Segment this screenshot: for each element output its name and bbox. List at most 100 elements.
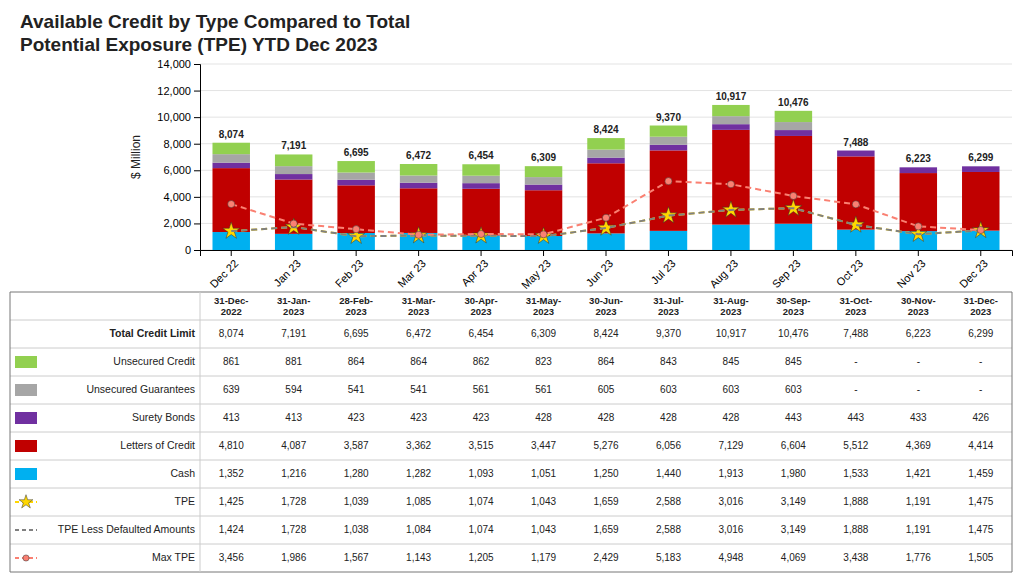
- data-label: 8,424: [593, 124, 618, 135]
- table-row-label: Letters of Credit: [120, 439, 195, 451]
- line-series: [231, 208, 981, 236]
- y-tick: 4,000: [163, 191, 200, 203]
- table-cell: 3,515: [469, 440, 494, 451]
- x-tick-mark: [543, 250, 544, 256]
- table-row-label: Unsecured Credit: [113, 355, 195, 367]
- bar-segment: [775, 136, 812, 224]
- x-tick-mark: [606, 250, 607, 256]
- table-cell: 1,043: [531, 524, 556, 535]
- bar-segment: [400, 183, 437, 189]
- table-cell: 1,143: [406, 552, 431, 563]
- table-rule: [10, 404, 1012, 405]
- y-tick-mark: [194, 144, 200, 145]
- x-tick-mark: [668, 250, 669, 256]
- bar-segment: [337, 185, 374, 233]
- bar-segment: [775, 122, 812, 130]
- line-marker: [290, 220, 297, 227]
- table-cell: 10,917: [716, 328, 747, 339]
- bar-segment: [212, 163, 249, 168]
- table-header: 31-Mar-2023: [402, 294, 436, 316]
- table-cell: 1,440: [656, 468, 681, 479]
- bar-segment: [275, 154, 312, 166]
- table-cell: 6,056: [656, 440, 681, 451]
- x-tick-label: Jan 23: [271, 257, 303, 289]
- table-header: 31-Dec-2022: [214, 294, 248, 316]
- data-label: 6,695: [344, 147, 369, 158]
- table-cell: 6,604: [781, 440, 806, 451]
- x-tick-label: Jul 23: [649, 257, 678, 286]
- y-tick-mark: [194, 64, 200, 65]
- x-tick-mark: [418, 250, 419, 256]
- y-tick-mark: [194, 117, 200, 118]
- table-cell: 1,085: [406, 496, 431, 507]
- x-axis: Dec 22Jan 23Feb 23Mar 23Apr 23May 23Jun …: [201, 250, 1013, 291]
- chart-root: Available Credit by Type Compared to Tot…: [0, 0, 1024, 576]
- line-series: [231, 208, 981, 236]
- table-cell: 561: [535, 384, 552, 395]
- y-axis-title: $ Million: [129, 135, 143, 179]
- bar-segment: [587, 233, 624, 250]
- data-label: 6,223: [906, 153, 931, 164]
- table-cell: 605: [598, 384, 615, 395]
- line-marker: [727, 181, 734, 188]
- table-cell: 861: [223, 356, 240, 367]
- x-tick-label: Sep 23: [770, 257, 803, 290]
- x-tick-label: Dec 23: [957, 257, 990, 290]
- table-row-label: Cash: [170, 467, 195, 479]
- y-tick: 6,000: [163, 164, 200, 176]
- line-marker: [915, 223, 922, 230]
- line-marker: [415, 231, 422, 238]
- x-tick-label: Jun 23: [583, 257, 615, 289]
- x-axis-line: [201, 251, 1013, 257]
- table-cell: 6,472: [406, 328, 431, 339]
- table-cell: 1,352: [219, 468, 244, 479]
- table-cell: 881: [285, 356, 302, 367]
- table-cell: 1,084: [406, 524, 431, 535]
- x-tick-label: Oct 23: [834, 257, 865, 288]
- table-cell: 1,475: [968, 496, 993, 507]
- table-cell: 1,659: [593, 524, 618, 535]
- line-marker: [602, 214, 609, 221]
- table-cell: 443: [785, 412, 802, 423]
- data-label: 6,299: [968, 152, 993, 163]
- title: Available Credit by Type Compared to Tot…: [20, 11, 410, 55]
- x-tick: Aug 23: [707, 250, 740, 290]
- bar-segment: [775, 224, 812, 250]
- table-cell: 413: [223, 412, 240, 423]
- table-cell: -: [917, 384, 920, 395]
- table-cell: 426: [972, 412, 989, 423]
- x-tick-mark: [918, 250, 919, 256]
- table-cell: 603: [660, 384, 677, 395]
- table-rule: [10, 432, 1012, 433]
- table-cell: 8,074: [219, 328, 244, 339]
- table-cell: 603: [723, 384, 740, 395]
- table-cell: 1,205: [469, 552, 494, 563]
- bar-segment: [337, 173, 374, 180]
- table-cell: 3,456: [219, 552, 244, 563]
- table-cell: 6,454: [469, 328, 494, 339]
- legend-swatch: [15, 468, 37, 480]
- bar-segment: [712, 105, 749, 116]
- table-cell: -: [854, 356, 857, 367]
- legend-swatch: [15, 412, 37, 424]
- bar-segment: [900, 167, 937, 173]
- grid: [200, 64, 1012, 250]
- table-cell: 433: [910, 412, 927, 423]
- table-header: 30-Apr-2023: [464, 294, 497, 316]
- x-tick: May 23: [519, 250, 553, 291]
- legend-swatch: [15, 356, 37, 368]
- table-header: 31-Oct-2023: [839, 294, 872, 316]
- table-cell: 3,362: [406, 440, 431, 451]
- table-cell: 7,129: [718, 440, 743, 451]
- y-tick-mark: [194, 197, 200, 198]
- table-cell: 1,191: [906, 524, 931, 535]
- table-cell: 1,986: [281, 552, 306, 563]
- table-cell: 1,051: [531, 468, 556, 479]
- table-cell: 3,016: [718, 496, 743, 507]
- bar-segment: [212, 143, 249, 154]
- table-cell: 1,216: [281, 468, 306, 479]
- table-cell: 594: [285, 384, 302, 395]
- table-cell: 4,087: [281, 440, 306, 451]
- bar-segment: [712, 225, 749, 250]
- y-tick: 0: [185, 244, 200, 256]
